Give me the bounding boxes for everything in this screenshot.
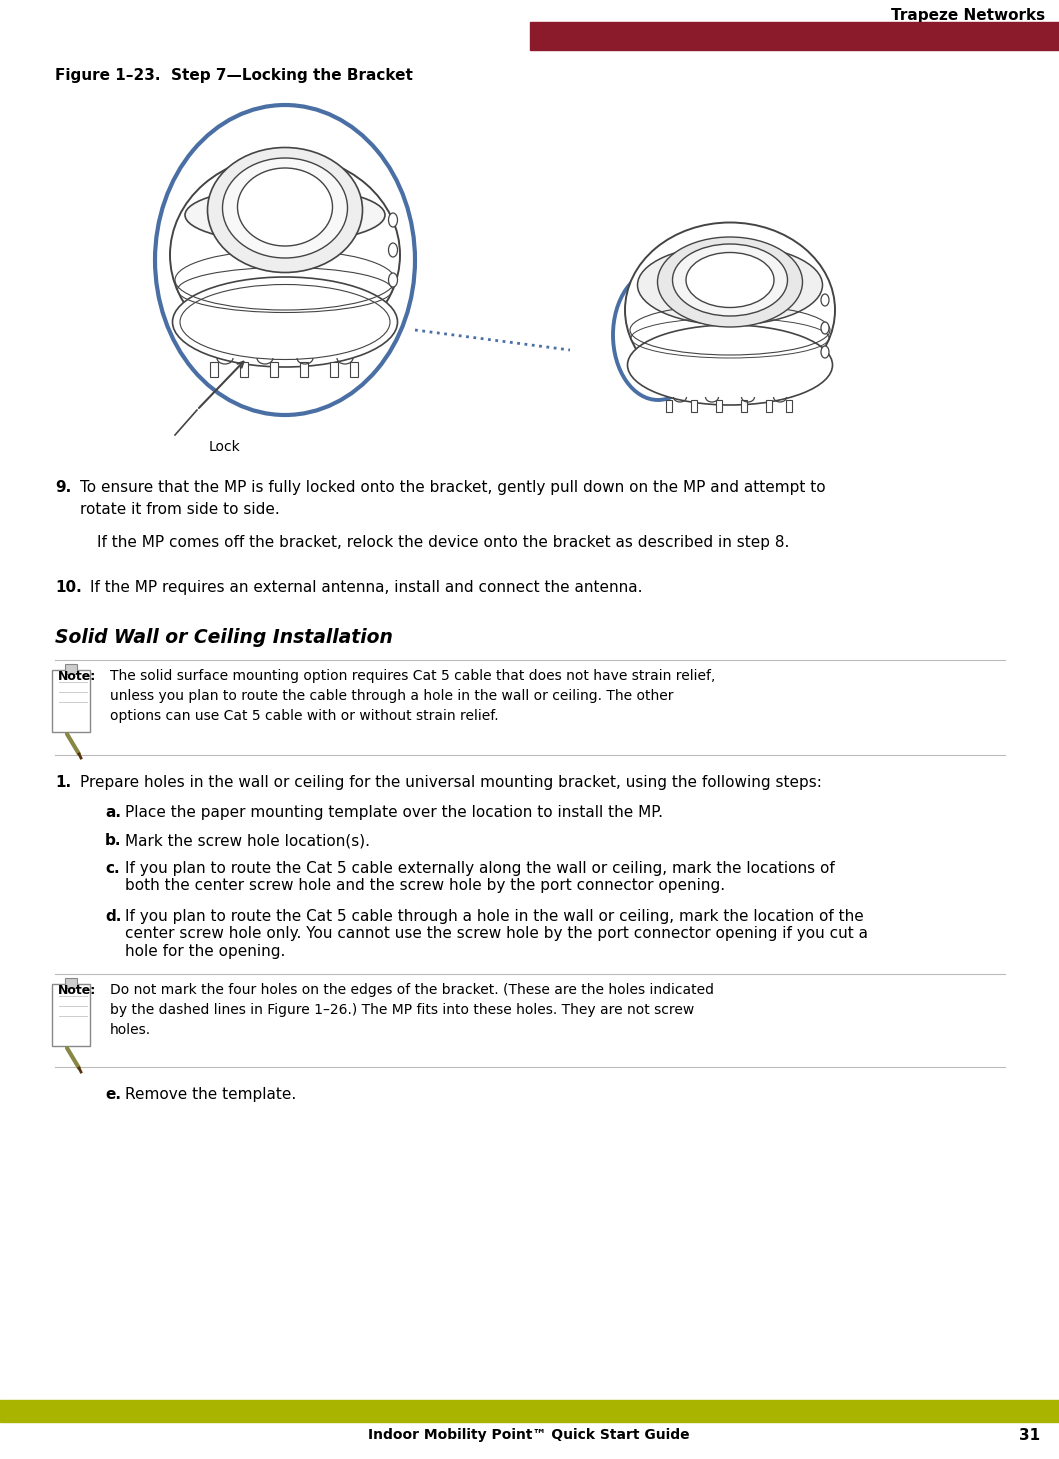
Text: e.: e. xyxy=(105,1087,121,1102)
Text: Note:: Note: xyxy=(58,670,96,683)
Text: 9.: 9. xyxy=(55,480,71,495)
Bar xyxy=(766,400,772,411)
Ellipse shape xyxy=(821,295,829,306)
Bar xyxy=(786,400,792,411)
Ellipse shape xyxy=(658,236,803,327)
Ellipse shape xyxy=(170,155,400,355)
Ellipse shape xyxy=(638,245,823,325)
Bar xyxy=(351,362,358,376)
Ellipse shape xyxy=(222,158,347,258)
Text: If you plan to route the Cat 5 cable through a hole in the wall or ceiling, mark: If you plan to route the Cat 5 cable thr… xyxy=(125,909,868,959)
Ellipse shape xyxy=(389,213,397,228)
Bar xyxy=(300,362,308,376)
Ellipse shape xyxy=(208,147,362,273)
Text: Place the paper mounting template over the location to install the MP.: Place the paper mounting template over t… xyxy=(125,805,663,820)
Bar xyxy=(270,362,279,376)
Text: 10.: 10. xyxy=(55,581,82,595)
Bar xyxy=(65,664,77,674)
Bar xyxy=(330,362,338,376)
Text: The solid surface mounting option requires Cat 5 cable that does not have strain: The solid surface mounting option requir… xyxy=(110,670,716,724)
Ellipse shape xyxy=(389,273,397,287)
Text: 31: 31 xyxy=(1019,1427,1040,1443)
Bar xyxy=(0,1401,1059,1423)
Ellipse shape xyxy=(237,168,333,247)
Text: To ensure that the MP is fully locked onto the bracket, gently pull down on the : To ensure that the MP is fully locked on… xyxy=(80,480,826,495)
Bar xyxy=(741,400,747,411)
Bar xyxy=(530,22,1059,50)
Text: Do not mark the four holes on the edges of the bracket. (These are the holes ind: Do not mark the four holes on the edges … xyxy=(110,983,714,1037)
Text: Note:: Note: xyxy=(58,983,96,996)
Text: Lock: Lock xyxy=(209,441,240,454)
Text: a.: a. xyxy=(105,805,121,820)
Bar xyxy=(210,362,218,376)
Bar xyxy=(65,978,77,988)
Text: Indoor Mobility Point™ Quick Start Guide: Indoor Mobility Point™ Quick Start Guide xyxy=(369,1428,689,1441)
Bar xyxy=(240,362,248,376)
Text: d.: d. xyxy=(105,909,122,924)
Ellipse shape xyxy=(628,325,832,406)
Text: rotate it from side to side.: rotate it from side to side. xyxy=(80,502,280,516)
Text: b.: b. xyxy=(105,833,122,848)
Text: If the MP requires an external antenna, install and connect the antenna.: If the MP requires an external antenna, … xyxy=(90,581,643,595)
Text: 1.: 1. xyxy=(55,775,71,789)
Text: Figure 1–23.  Step 7—Locking the Bracket: Figure 1–23. Step 7—Locking the Bracket xyxy=(55,69,413,83)
Ellipse shape xyxy=(672,244,788,317)
Text: Prepare holes in the wall or ceiling for the universal mounting bracket, using t: Prepare holes in the wall or ceiling for… xyxy=(80,775,822,789)
Text: Remove the template.: Remove the template. xyxy=(125,1087,297,1102)
Ellipse shape xyxy=(389,244,397,257)
Ellipse shape xyxy=(625,223,834,397)
Ellipse shape xyxy=(173,277,397,368)
FancyBboxPatch shape xyxy=(52,670,90,732)
Text: Solid Wall or Ceiling Installation: Solid Wall or Ceiling Installation xyxy=(55,627,393,646)
Ellipse shape xyxy=(185,188,385,242)
FancyBboxPatch shape xyxy=(52,983,90,1046)
Bar xyxy=(716,400,722,411)
Text: c.: c. xyxy=(105,861,120,875)
Ellipse shape xyxy=(821,322,829,334)
Text: If you plan to route the Cat 5 cable externally along the wall or ceiling, mark : If you plan to route the Cat 5 cable ext… xyxy=(125,861,834,893)
Ellipse shape xyxy=(821,346,829,357)
Text: If the MP comes off the bracket, relock the device onto the bracket as described: If the MP comes off the bracket, relock … xyxy=(97,535,789,550)
Text: Trapeze Networks: Trapeze Networks xyxy=(891,7,1045,23)
Text: Mark the screw hole location(s).: Mark the screw hole location(s). xyxy=(125,833,370,848)
Ellipse shape xyxy=(686,252,774,308)
Bar xyxy=(692,400,697,411)
Bar xyxy=(666,400,672,411)
